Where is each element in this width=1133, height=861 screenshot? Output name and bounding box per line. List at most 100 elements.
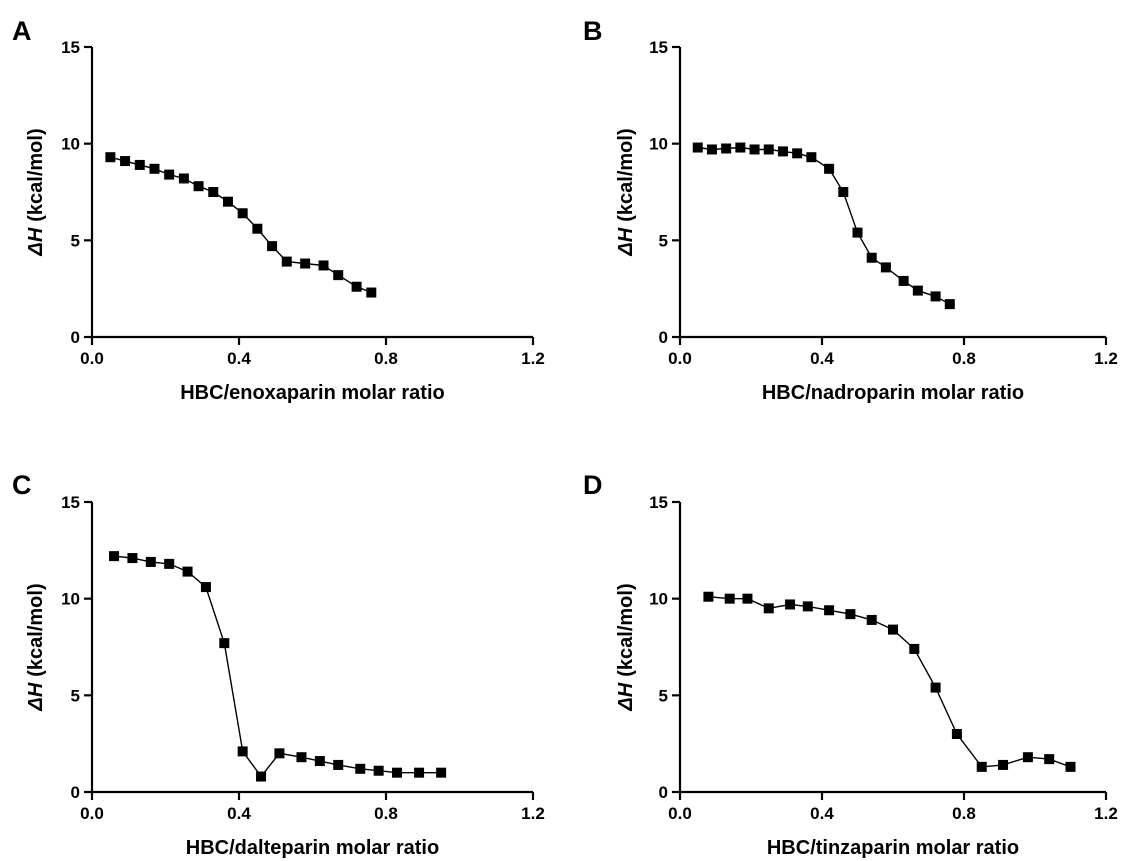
y-axis-unit: (kcal/mol) bbox=[615, 583, 637, 676]
y-axis-symbol: ΔH bbox=[615, 682, 637, 711]
data-point bbox=[824, 163, 835, 174]
data-point bbox=[373, 765, 384, 776]
x-axis-title: HBC/tinzaparin molar ratio bbox=[767, 837, 1019, 859]
x-tick-label: 0.0 bbox=[668, 804, 692, 823]
y-tick-label: 10 bbox=[61, 135, 80, 154]
data-point bbox=[735, 142, 746, 153]
data-point bbox=[692, 142, 703, 153]
x-tick-label: 0.0 bbox=[668, 349, 692, 368]
data-point bbox=[880, 262, 891, 273]
data-point bbox=[806, 152, 817, 163]
x-axis-title: HBC/nadroparin molar ratio bbox=[762, 382, 1024, 404]
data-point bbox=[944, 299, 955, 310]
x-tick-label: 0.8 bbox=[374, 804, 398, 823]
data-point bbox=[898, 275, 909, 286]
y-tick-label: 10 bbox=[61, 590, 80, 609]
data-point bbox=[749, 144, 760, 155]
data-point bbox=[1022, 752, 1033, 763]
y-tick-label: 15 bbox=[649, 38, 668, 57]
y-axis-symbol: ΔH bbox=[615, 227, 637, 256]
y-tick-label: 10 bbox=[649, 590, 668, 609]
y-axis-unit: (kcal/mol) bbox=[25, 128, 47, 221]
y-axis-symbol: ΔH bbox=[25, 227, 47, 256]
y-tick-label: 15 bbox=[649, 493, 668, 512]
data-point bbox=[866, 252, 877, 263]
x-axis-title: HBC/dalteparin molar ratio bbox=[186, 837, 439, 859]
data-point bbox=[1044, 754, 1055, 765]
y-axis-symbol: ΔH bbox=[25, 682, 47, 711]
data-point bbox=[721, 143, 732, 154]
data-point bbox=[951, 729, 962, 739]
data-point bbox=[134, 159, 145, 170]
y-tick-label: 15 bbox=[61, 38, 80, 57]
data-point bbox=[763, 603, 774, 614]
data-point bbox=[267, 241, 278, 252]
chart-panel-d: D 0 5 10 15 0.0 0.4 0.8 1.2 HBC/tinzaparin molar … bbox=[583, 470, 1118, 859]
data-point bbox=[888, 624, 898, 635]
x-tick-label: 0.4 bbox=[227, 804, 251, 823]
chart-panel-c: C 0 5 10 15 0.0 0.4 0.8 1.2 HBC/dalteparin molar … bbox=[12, 470, 545, 859]
data-point bbox=[1065, 761, 1076, 772]
data-point bbox=[256, 771, 267, 782]
y-tick-label: 0 bbox=[659, 783, 668, 802]
y-tick-label: 0 bbox=[71, 783, 80, 802]
data-point bbox=[703, 591, 714, 602]
data-point bbox=[109, 551, 120, 562]
x-tick-label: 0.8 bbox=[374, 349, 398, 368]
data-point bbox=[763, 144, 774, 155]
series-line bbox=[708, 596, 1071, 768]
data-point bbox=[998, 759, 1009, 770]
data-point bbox=[252, 223, 263, 234]
data-point bbox=[296, 752, 307, 763]
panel-letter: D bbox=[583, 470, 603, 500]
data-point bbox=[706, 144, 717, 155]
data-point bbox=[777, 146, 788, 157]
data-point bbox=[120, 156, 131, 167]
data-point bbox=[208, 187, 219, 197]
data-point bbox=[237, 746, 248, 757]
data-point bbox=[164, 558, 175, 569]
series-line bbox=[697, 146, 951, 305]
x-tick-label: 0.8 bbox=[952, 804, 976, 823]
data-point bbox=[318, 260, 329, 271]
y-axis-unit: (kcal/mol) bbox=[615, 128, 637, 221]
y-axis-title: ΔH (kcal/mol) bbox=[25, 583, 47, 711]
data-point bbox=[182, 566, 193, 577]
x-tick-label: 1.2 bbox=[521, 804, 545, 823]
data-point bbox=[355, 763, 366, 774]
data-point bbox=[414, 767, 425, 778]
x-tick-label: 1.2 bbox=[1094, 804, 1118, 823]
data-point bbox=[164, 169, 175, 180]
data-point bbox=[802, 601, 813, 612]
data-point bbox=[314, 756, 325, 767]
data-point bbox=[281, 256, 292, 267]
data-point bbox=[333, 759, 344, 770]
data-point bbox=[149, 163, 160, 174]
panel-letter: B bbox=[583, 16, 603, 46]
y-tick-label: 15 bbox=[61, 493, 80, 512]
y-tick-label: 5 bbox=[71, 686, 80, 705]
panel-letter: C bbox=[12, 470, 32, 500]
data-point bbox=[724, 593, 735, 604]
series-line bbox=[113, 555, 442, 778]
data-point bbox=[351, 281, 362, 292]
x-tick-label: 0.0 bbox=[80, 804, 104, 823]
y-tick-label: 5 bbox=[71, 231, 80, 250]
data-point bbox=[237, 208, 248, 219]
data-point bbox=[105, 152, 116, 163]
x-tick-label: 0.8 bbox=[952, 349, 976, 368]
data-point bbox=[909, 643, 920, 654]
x-tick-label: 0.4 bbox=[227, 349, 251, 368]
y-axis-title: ΔH (kcal/mol) bbox=[615, 583, 637, 711]
data-point bbox=[193, 181, 204, 192]
data-point bbox=[912, 285, 923, 296]
data-point bbox=[300, 258, 311, 269]
data-point bbox=[742, 593, 753, 604]
x-tick-label: 0.4 bbox=[810, 349, 834, 368]
x-tick-label: 1.2 bbox=[521, 349, 545, 368]
chart-panel-b: B 0 5 10 15 0.0 0.4 0.8 1.2 HBC/nadroparin molar … bbox=[583, 16, 1118, 404]
x-axis-title: HBC/enoxaparin molar ratio bbox=[180, 382, 445, 404]
data-point bbox=[866, 614, 877, 625]
chart-panel-a: A 0 5 10 15 0.0 0.4 0.8 1.2 HBC/enoxaparin molar … bbox=[12, 16, 545, 404]
